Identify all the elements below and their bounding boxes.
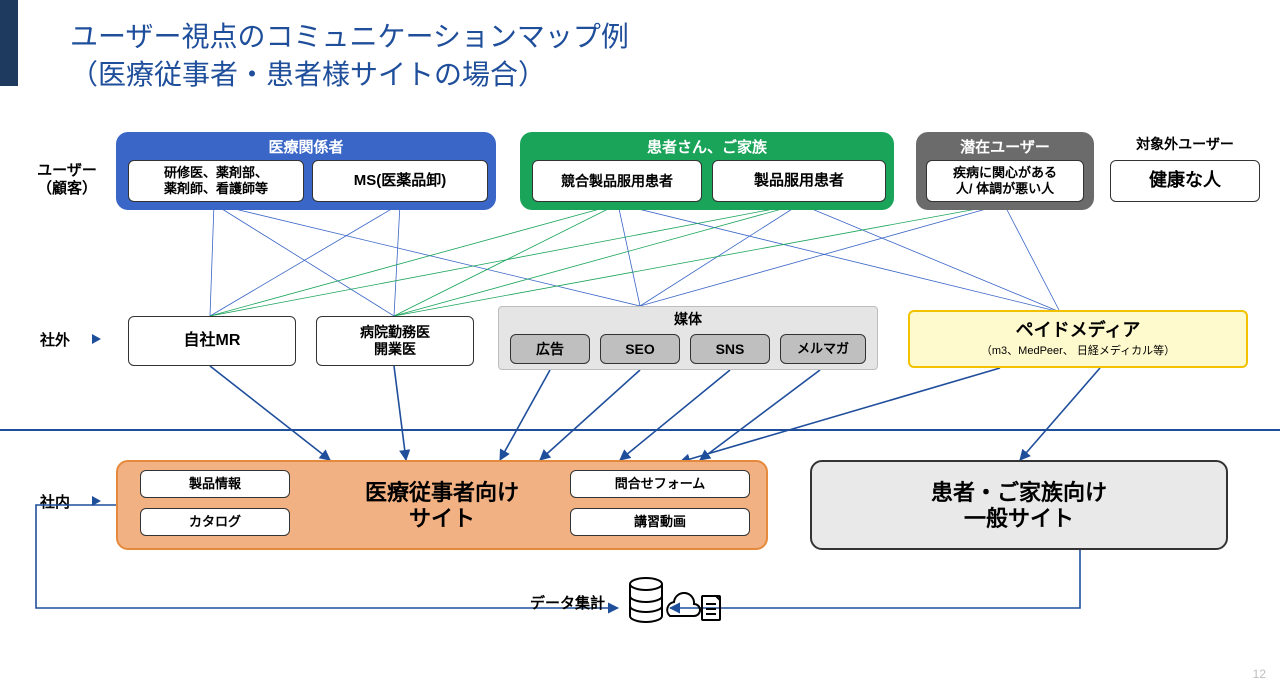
arrow-internal-icon — [92, 496, 101, 506]
title-line-1: ユーザー視点のコミュニケーションマップ例 — [70, 21, 629, 52]
chip-hcp-catalog: カタログ — [140, 508, 290, 536]
slide-title: ユーザー視点のコミュニケーションマップ例 （医療従事者・患者様サイトの場合） — [70, 18, 629, 94]
accent-bar — [0, 0, 18, 86]
paid-media-sub: （m3、MedPeer、 日経メディカル等） — [910, 342, 1246, 358]
group-medical-header: 医療関係者 — [116, 132, 496, 157]
page-number: 12 — [1253, 667, 1266, 681]
group-latent-header: 潜在ユーザー — [916, 132, 1094, 157]
paid-media-box: ペイドメディア （m3、MedPeer、 日経メディカル等） — [908, 310, 1248, 368]
chip-own-mr: 自社MR — [128, 316, 296, 366]
arrow-external-icon — [92, 334, 101, 344]
chip-media-sns: SNS — [690, 334, 770, 364]
chip-hospital-doctor: 病院勤務医 開業医 — [316, 316, 474, 366]
group-media-header: 媒体 — [499, 307, 877, 329]
chip-hcp-product: 製品情報 — [140, 470, 290, 498]
row-label-internal: 社内 — [40, 494, 70, 512]
chip-patient-1: 競合製品服用患者 — [532, 160, 702, 202]
title-line-2: （医療従事者・患者様サイトの場合） — [70, 59, 546, 90]
patient-site-title: 患者・ご家族向け 一般サイト — [812, 480, 1226, 533]
row-label-user: ユーザー （顧客） — [24, 162, 110, 198]
group-outofscope-header: 対象外ユーザー — [1110, 134, 1260, 154]
group-patient-header: 患者さん、ご家族 — [520, 132, 894, 157]
row-label-user-l2: （顧客） — [37, 180, 97, 197]
chip-medical-2: MS(医薬品卸) — [312, 160, 488, 202]
chip-hcp-video: 講習動画 — [570, 508, 750, 536]
chip-media-mailmag: メルマガ — [780, 334, 866, 364]
diagram-canvas: ユーザー視点のコミュニケーションマップ例 （医療従事者・患者様サイトの場合） ユ… — [0, 0, 1280, 689]
data-agg-icons — [628, 576, 724, 630]
chip-hcp-contact: 問合せフォーム — [570, 470, 750, 498]
row-label-external: 社外 — [40, 332, 70, 350]
paid-media-title: ペイドメディア — [910, 312, 1246, 342]
data-agg-label: データ集計 — [530, 592, 605, 613]
chip-patient-2: 製品服用患者 — [712, 160, 886, 202]
chip-medical-1: 研修医、薬剤部、 薬剤師、看護師等 — [128, 160, 304, 202]
row-label-user-l1: ユーザー — [37, 162, 97, 179]
chip-media-ad: 広告 — [510, 334, 590, 364]
chip-healthy: 健康な人 — [1110, 160, 1260, 202]
chip-media-seo: SEO — [600, 334, 680, 364]
chip-latent-1: 疾病に関心がある 人/ 体調が悪い人 — [926, 160, 1084, 202]
patient-site-box: 患者・ご家族向け 一般サイト — [810, 460, 1228, 550]
